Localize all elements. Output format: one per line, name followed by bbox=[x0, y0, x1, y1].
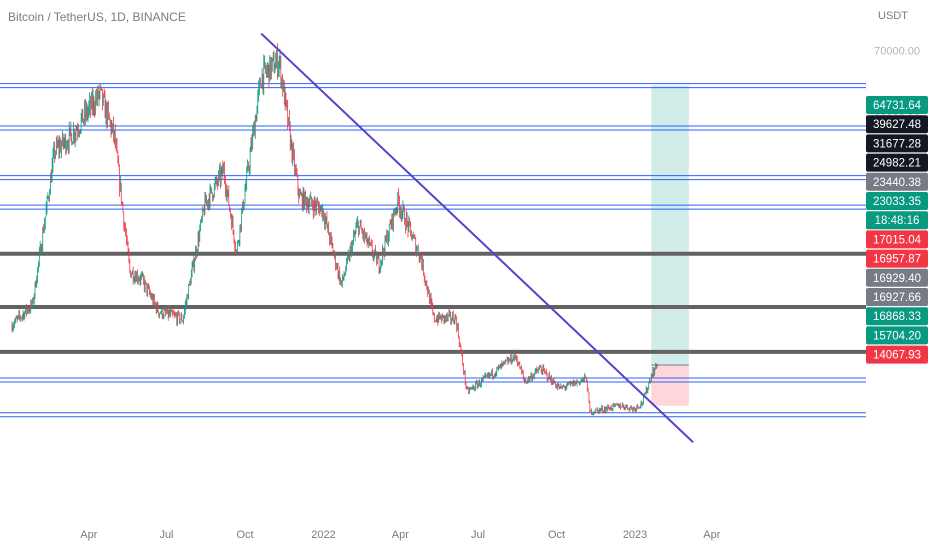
price-label-text: 39627.48 bbox=[873, 119, 921, 131]
price-label-text: 24982.21 bbox=[873, 158, 921, 170]
price-label-text: 23440.38 bbox=[873, 177, 921, 189]
price-label-pill bbox=[866, 288, 928, 306]
price-label-pill bbox=[866, 153, 928, 172]
x-tick-label: Apr bbox=[703, 529, 720, 541]
price-label-pill bbox=[866, 115, 928, 134]
trendline-layer bbox=[260, 32, 694, 443]
price-label-text: 64731.64 bbox=[873, 100, 922, 112]
price-label-text: 31677.28 bbox=[873, 138, 921, 150]
x-axis: Apr Jul Oct 2022 Apr Jul Oct 2023 Apr bbox=[80, 529, 721, 541]
x-tick-label: Oct bbox=[548, 529, 565, 541]
trendline bbox=[260, 32, 694, 443]
loss-zone bbox=[651, 364, 689, 406]
price-label-pill bbox=[866, 230, 928, 249]
price-label-text: 15704.20 bbox=[873, 330, 921, 342]
price-label-text: 16868.33 bbox=[873, 311, 921, 323]
x-tick-label: 2022 bbox=[311, 529, 335, 541]
price-label-pill bbox=[866, 268, 928, 287]
x-tick-label: Apr bbox=[392, 529, 409, 541]
currency-label: USDT bbox=[878, 10, 908, 22]
price-label-text: 18:48:16 bbox=[875, 215, 920, 227]
price-label-text: 16929.40 bbox=[873, 273, 921, 285]
x-tick-label: Jul bbox=[471, 529, 485, 541]
price-label-pill bbox=[866, 249, 928, 268]
price-axis-labels: 64731.64 39627.48 31677.28 24982.21 23440.38… bbox=[866, 96, 928, 364]
x-tick-label: Jul bbox=[159, 529, 173, 541]
horizontal-levels bbox=[0, 83, 866, 418]
y-tick-label: 70000.00 bbox=[874, 45, 920, 57]
price-label-pill bbox=[866, 192, 928, 210]
price-label-pill bbox=[866, 345, 928, 364]
x-tick-label: Oct bbox=[236, 529, 253, 541]
x-tick-label: Apr bbox=[80, 529, 97, 541]
profit-zone bbox=[651, 85, 689, 365]
candlestick-series bbox=[11, 43, 658, 416]
price-label-text: 23033.35 bbox=[873, 196, 921, 208]
symbol-title: Bitcoin / TetherUS, 1D, BINANCE bbox=[8, 10, 186, 24]
price-label-pill bbox=[866, 96, 928, 114]
price-label-pill bbox=[866, 307, 928, 326]
price-label-pill bbox=[866, 211, 928, 230]
price-label-pill bbox=[866, 172, 928, 191]
x-tick-label: 2023 bbox=[623, 529, 647, 541]
price-label-pill bbox=[866, 134, 928, 153]
price-label-text: 14067.93 bbox=[873, 350, 921, 362]
price-label-text: 16957.87 bbox=[873, 254, 921, 266]
price-label-pill bbox=[866, 326, 928, 345]
price-label-text: 16927.66 bbox=[873, 292, 921, 304]
position-zones bbox=[651, 85, 689, 406]
price-label-text: 17015.04 bbox=[873, 234, 922, 246]
